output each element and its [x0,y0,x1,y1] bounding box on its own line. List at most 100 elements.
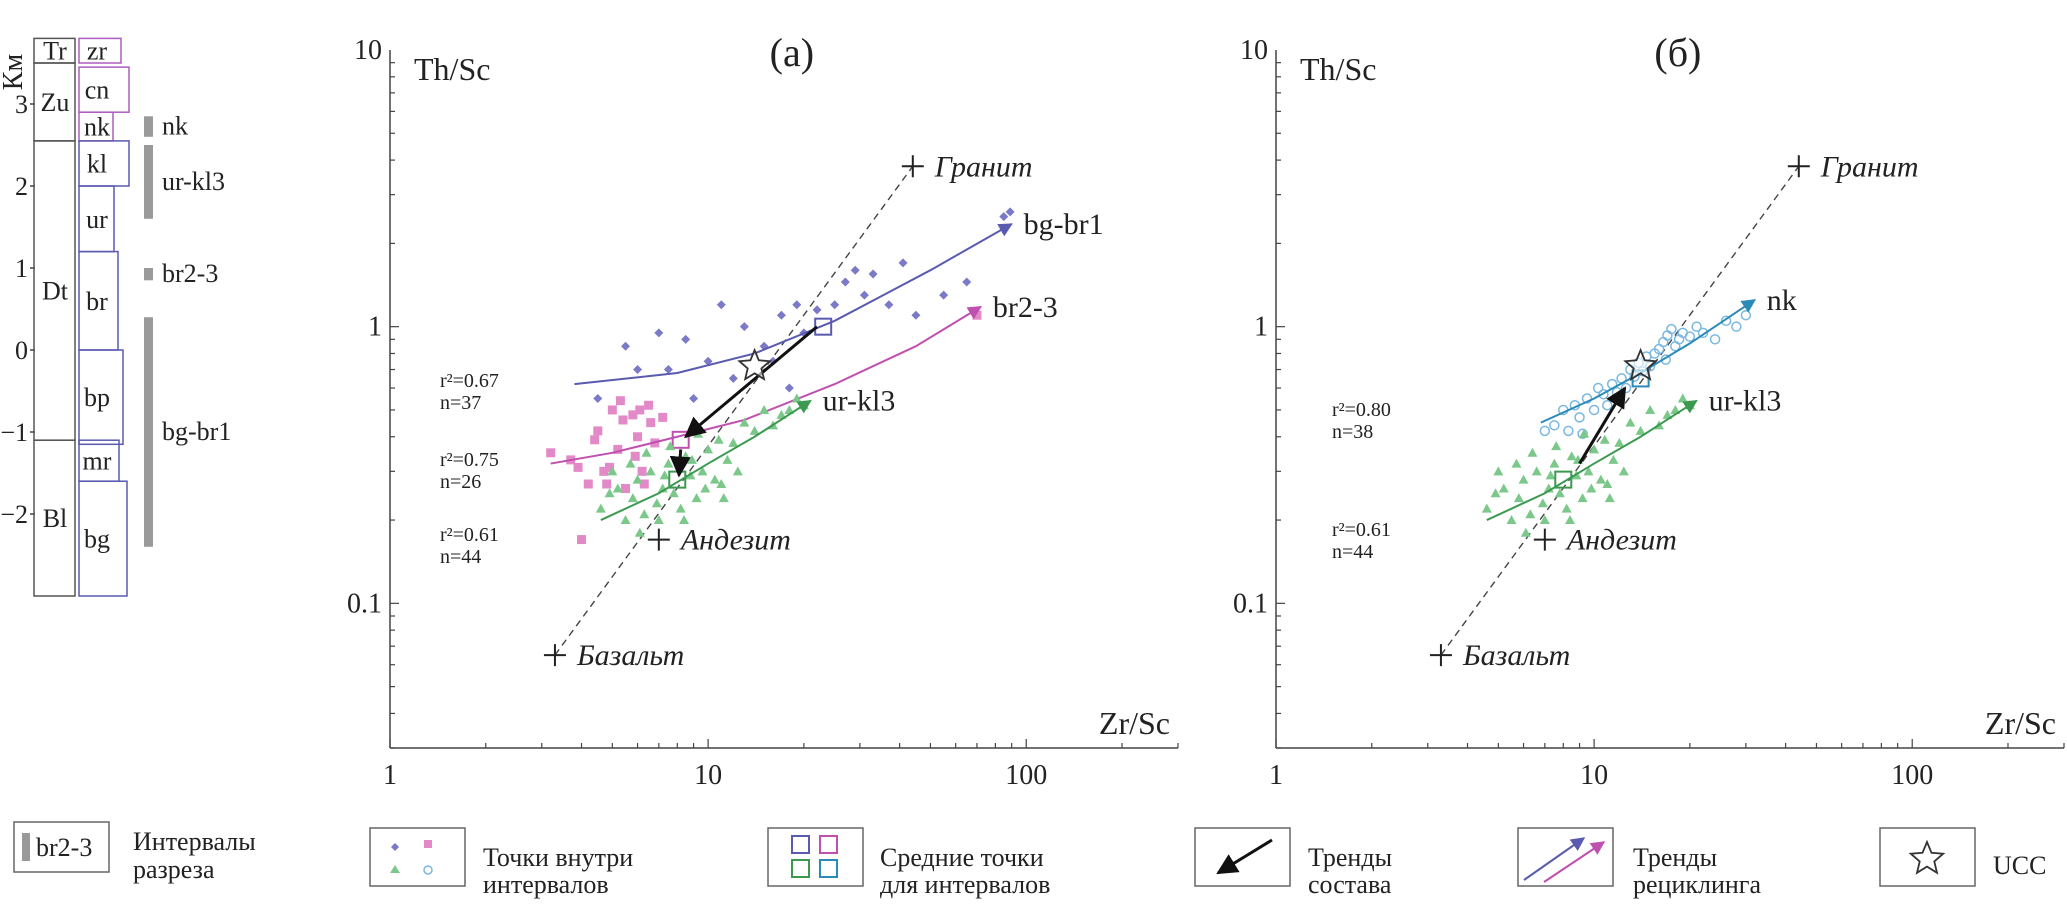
stat-n: n=44 [440,546,481,568]
formations: zr cn nk kl ur br bp mr bg [78,37,130,597]
y-tick-label: 1 [368,312,382,343]
data-point [1618,466,1629,476]
data-point [784,383,794,393]
data-point [1577,428,1588,440]
interval-bar [144,268,153,281]
data-point [637,466,647,476]
legend-means-label-2: для интервалов [880,870,1050,899]
data-point [1604,493,1615,503]
data-point [739,417,750,427]
data-point [654,328,664,338]
interval-bar [144,317,153,547]
legend-recycling-label-2: рециклинга [1633,870,1761,899]
formation-label: zr [87,37,108,66]
data-point [1589,444,1600,454]
data-point [639,509,650,519]
y-tick-label: 0.1 [1233,588,1268,619]
data-point [792,300,802,310]
series-ur-kl3: ur-kl3 [595,385,895,537]
data-point [630,451,640,461]
data-point [1602,399,1613,411]
data-point [1586,483,1597,493]
data-point [612,483,623,493]
reference-point-label: Андезит [679,524,791,557]
data-point [663,365,673,375]
series-unit-label: Zu [41,88,70,117]
chart-a: 1 10 100 0.1 1 10 Th/Sc Zr/Sc (а) bg-br1 br2-3 ur-k… [347,30,1179,791]
data-point [1539,515,1550,525]
data-point [700,483,711,493]
legend-composition-label-2: состава [1308,870,1392,899]
data-point [1554,488,1565,498]
section-intervals: nk ur-kl3 br2-3 bg-br1 [144,112,231,547]
data-point [663,458,674,468]
reference-point-cross [1787,155,1810,178]
data-point [658,412,668,422]
reference-point-cross [901,155,924,178]
data-point [840,277,850,287]
data-point [635,405,645,415]
reference-point-label: Гранит [1820,150,1919,183]
data-point [604,488,615,498]
y-tick-label: 10 [354,35,382,66]
legend-intervals-label-1: Интервалы [133,827,256,856]
series-label: ur-kl3 [1709,385,1782,418]
km-axis-label: Км [0,54,29,91]
data-point [653,515,664,525]
x-axis-title: Zr/Sc [1985,705,2056,741]
data-point [595,503,606,513]
data-point [675,503,686,513]
formation-label: br [86,287,108,316]
data-point [583,479,593,489]
data-point [728,437,739,447]
data-point [1539,425,1551,437]
data-point [689,394,699,404]
composition-arrow [684,325,819,439]
legend-recycling-label-1: Тренды [1633,843,1717,872]
reference-point-cross [1533,528,1556,551]
formation-label: nk [84,113,110,142]
formation-label: bg [84,525,110,554]
data-point [620,515,631,525]
stat-r2: r²=0.67 [440,370,499,392]
data-point [633,365,643,375]
composition-arrow [669,449,691,478]
legend-ucc: UCC [1879,827,2046,887]
y-tick-label: 0.1 [347,588,382,619]
data-point [732,466,743,476]
data-point [884,300,894,310]
data-point [646,418,656,428]
data-point [1518,474,1529,484]
data-point [577,535,587,545]
data-point [628,410,638,420]
data-point [1566,451,1577,461]
depth-tick-label: 0 [15,336,28,365]
data-point [1005,207,1015,217]
data-point [1602,478,1613,488]
reference-point-cross [543,644,566,667]
depth-tick-label: 1 [15,254,28,283]
formation-label: ur [86,205,108,234]
data-point [1662,409,1673,419]
interval-label: ur-kl3 [162,167,225,196]
data-point [716,300,726,310]
data-point [850,265,860,275]
stat-r2: r²=0.61 [1332,519,1391,541]
data-point [1740,309,1752,321]
data-point [1583,466,1594,476]
y-axis-title: Th/Sc [1300,51,1376,87]
data-point [703,356,713,366]
legend-composition: Тренды состава [1194,827,1392,899]
data-point [621,341,631,351]
interval-label: br2-3 [162,259,218,288]
stat-r2: r²=0.61 [440,524,499,546]
legend-intervals-sample: br2-3 [36,833,92,862]
data-point [679,515,690,525]
data-point [602,479,612,489]
stat-r2: r²=0.80 [1332,399,1391,421]
data-point [1588,404,1600,416]
data-point [1691,321,1702,332]
chart-b: 1 10 100 0.1 1 10 Th/Sc Zr/Sc (б) nk ur-kl3 Гранит А… [1233,30,2065,791]
series-unit-box [33,439,76,597]
data-point [999,212,1009,222]
